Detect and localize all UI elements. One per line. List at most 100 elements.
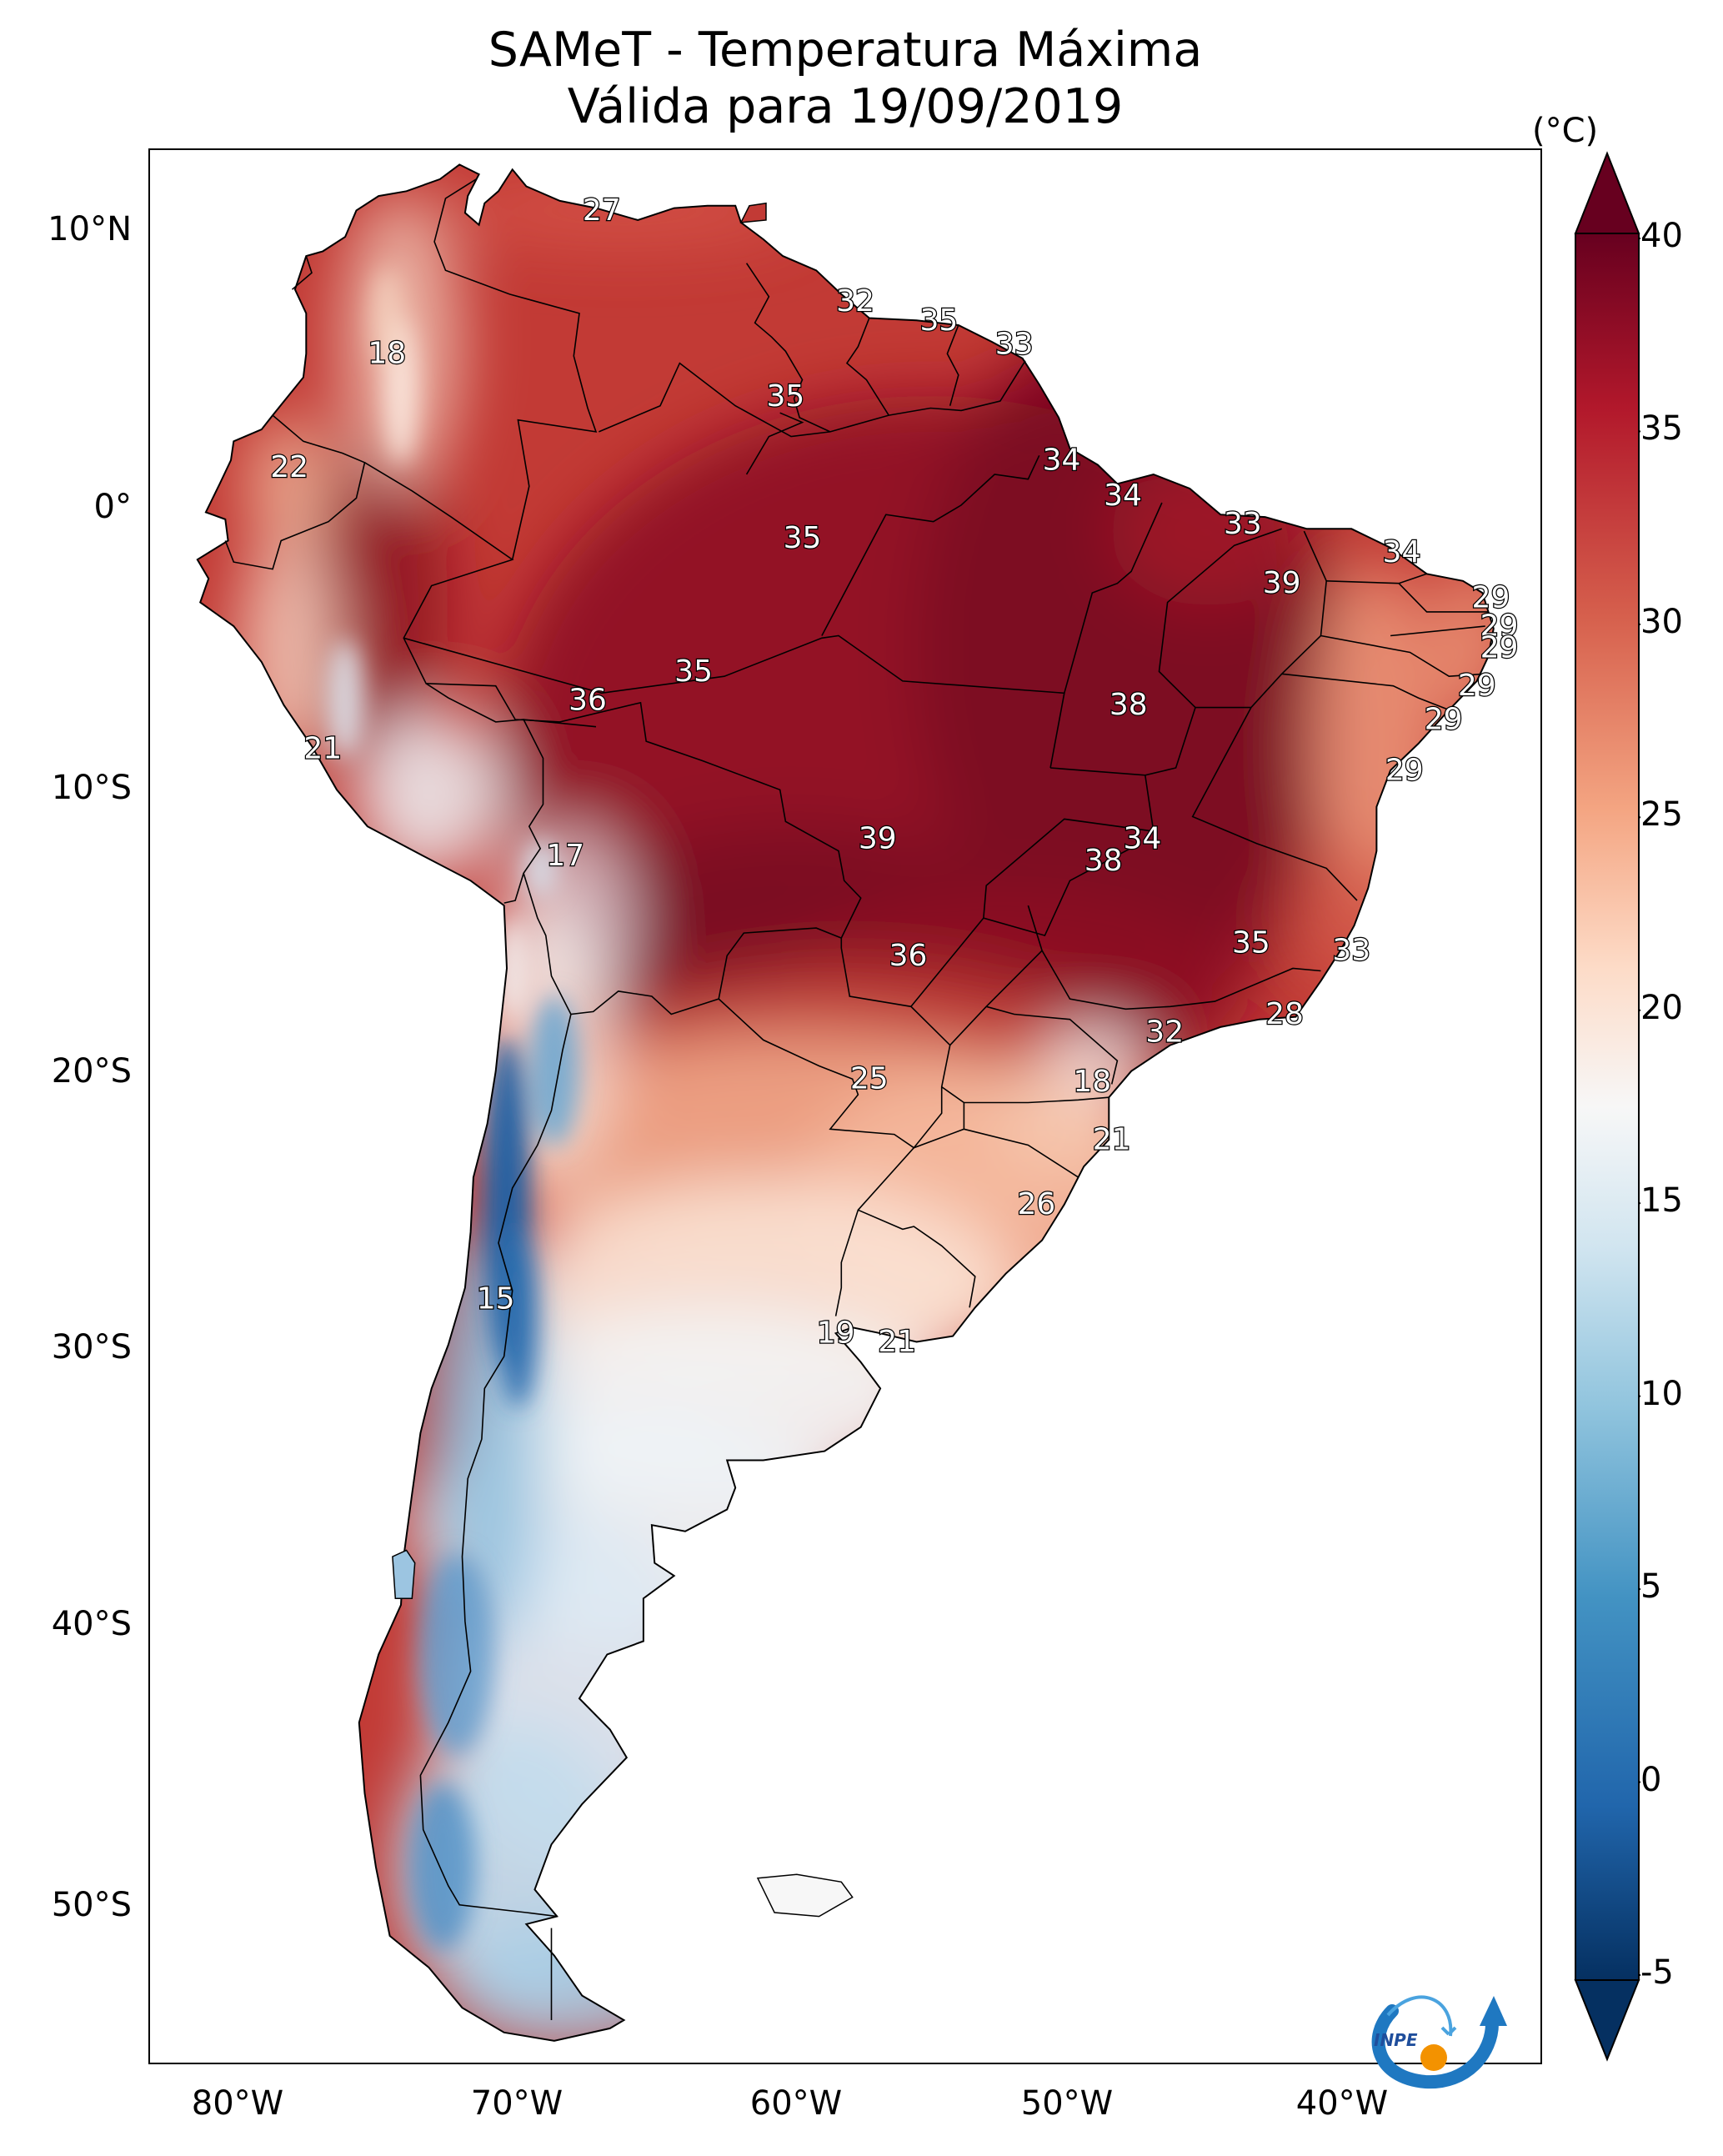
border-line (964, 1096, 1109, 1104)
colorbar (1574, 151, 1640, 2062)
contour-label: 22 (270, 450, 308, 484)
lon-label-60w: 60°W (749, 2084, 843, 2123)
contour-label: 18 (1073, 1065, 1111, 1099)
contour-label: 32 (1145, 1015, 1184, 1050)
contour-label: 25 (850, 1062, 889, 1096)
border-line (523, 719, 597, 728)
contour-label: 34 (1124, 821, 1162, 855)
lat-label-10s: 10°S (51, 769, 132, 807)
border-line (224, 414, 366, 570)
border-line (949, 950, 1043, 1046)
contour-label: 15 (477, 1282, 515, 1316)
border-line (834, 1086, 965, 1316)
lon-label-80w: 80°W (191, 2084, 284, 2123)
colorbar-tick-label: 15 (1640, 1181, 1683, 1221)
colorbar-tick-label: 10 (1640, 1374, 1683, 1413)
map-panel: 27 32 35 33 18 35 34 22 34 33 35 34 39 29 29 29 35 29 36 38… (148, 148, 1542, 2064)
border-line (1320, 634, 1485, 678)
island (392, 1549, 416, 1599)
coastline (196, 163, 1495, 2042)
contour-label: 29 (1480, 630, 1519, 664)
border-line (1281, 673, 1450, 711)
border-line (983, 775, 1155, 937)
lon-label-40w: 40°W (1295, 2084, 1389, 2123)
colorbar-tick-label: 25 (1640, 795, 1683, 835)
border-line (419, 1014, 572, 1918)
colorbar-tick-label: 20 (1640, 988, 1683, 1027)
colorbar-tick-label: 0 (1640, 1760, 1662, 1799)
border-line (910, 917, 984, 1007)
islands (392, 202, 854, 1918)
lat-label-40s: 40°S (51, 1605, 132, 1643)
colorbar-tick-label: 30 (1640, 602, 1683, 641)
contour-label: 21 (1093, 1123, 1131, 1157)
lat-label-20s: 20°S (51, 1052, 132, 1091)
border-line (1027, 905, 1321, 1010)
island (739, 202, 767, 223)
border-line (1390, 625, 1485, 637)
border-line (845, 318, 889, 416)
border-line (364, 462, 544, 904)
contour-label: 34 (1104, 479, 1142, 513)
border-line (599, 360, 1026, 438)
lat-label-0: 0° (93, 488, 132, 526)
border-line (291, 255, 313, 290)
border-line (1195, 530, 1328, 709)
contour-label: 34 (1043, 443, 1081, 477)
lon-label-50w: 50°W (1020, 2084, 1114, 2123)
inpe-logo-text: INPE (1374, 2030, 1418, 2050)
colorbar-extend-min (1574, 1979, 1640, 2062)
contour-label: 38 (1084, 844, 1123, 878)
country-borders (224, 178, 1489, 2020)
contour-label: 21 (303, 731, 342, 765)
temperature-field (197, 164, 1494, 2041)
border-line (745, 412, 804, 475)
contour-label: 39 (859, 821, 897, 855)
border-line (1064, 502, 1163, 694)
contour-label: 35 (1232, 926, 1270, 960)
contour-label: 29 (1480, 609, 1519, 644)
border-line (403, 634, 1065, 769)
border-line (433, 178, 598, 560)
contour-label: 39 (1263, 566, 1301, 600)
border-line (858, 1209, 976, 1308)
contour-label: 36 (889, 939, 928, 973)
contour-label: 17 (546, 839, 584, 873)
colorbar-extend-max (1574, 151, 1640, 234)
contour-label: 33 (1332, 934, 1370, 968)
border-line (985, 1005, 1119, 1085)
contour-label: 26 (1017, 1187, 1055, 1221)
contour-label: 21 (878, 1325, 916, 1359)
border-line (745, 263, 831, 433)
contour-label: 33 (995, 327, 1034, 361)
contour-label: 35 (919, 303, 958, 338)
contour-label: 34 (1383, 535, 1421, 569)
colorbar-gradient (1575, 233, 1640, 1981)
contour-label: 36 (568, 683, 607, 717)
lat-label-10n: 10°N (48, 210, 132, 248)
contour-label: 27 (583, 193, 621, 228)
contour-label: 29 (1458, 669, 1496, 703)
contour-label: 38 (1109, 688, 1148, 722)
colorbar-tick-label: 40 (1640, 217, 1683, 255)
map-title: SAMeT - Temperatura Máxima (488, 23, 1203, 78)
contour-label: 29 (1472, 580, 1510, 614)
border-line (1191, 707, 1358, 901)
contour-label: 32 (836, 284, 874, 318)
colorbar-tick-label: -5 (1640, 1953, 1674, 1992)
lat-label-30s: 30°S (51, 1328, 132, 1366)
colorbar-ticks (1639, 238, 1640, 1976)
contour-label: 35 (674, 654, 713, 689)
contour-label: 19 (817, 1316, 855, 1351)
lon-label-70w: 70°W (470, 2084, 563, 2123)
contour-label: 29 (1385, 753, 1424, 787)
border-line (946, 324, 959, 406)
border-line (964, 1128, 1079, 1178)
border-line (1050, 707, 1196, 776)
inpe-logo-icon: INPE (1371, 1995, 1507, 2089)
border-line (1398, 583, 1489, 613)
map-subtitle: Válida para 19/09/2019 (567, 79, 1124, 134)
lat-label-50s: 50°S (51, 1886, 132, 1924)
